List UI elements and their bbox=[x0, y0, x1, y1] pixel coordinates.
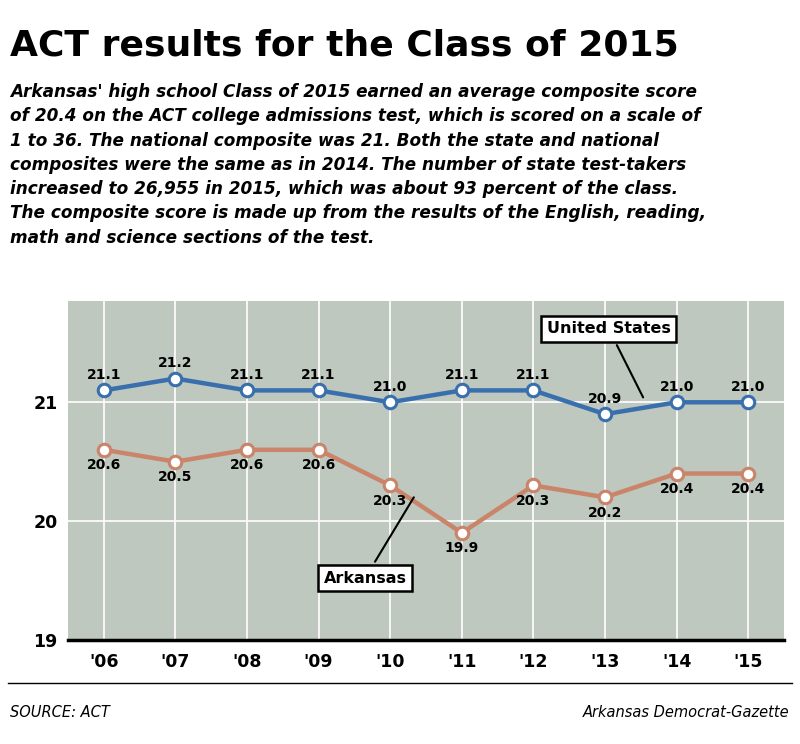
Text: 21.0: 21.0 bbox=[373, 380, 407, 394]
Text: 20.9: 20.9 bbox=[588, 392, 622, 405]
Text: SOURCE: ACT: SOURCE: ACT bbox=[10, 705, 110, 720]
Text: 21.0: 21.0 bbox=[731, 380, 766, 394]
Text: Arkansas Democrat-Gazette: Arkansas Democrat-Gazette bbox=[583, 705, 790, 720]
Text: 20.6: 20.6 bbox=[86, 458, 121, 472]
Text: 20.5: 20.5 bbox=[158, 470, 193, 484]
Text: 20.4: 20.4 bbox=[731, 482, 766, 496]
Text: ACT results for the Class of 2015: ACT results for the Class of 2015 bbox=[10, 28, 679, 62]
Text: Arkansas' high school Class of 2015 earned an average composite score
of 20.4 on: Arkansas' high school Class of 2015 earn… bbox=[10, 83, 706, 247]
Text: Arkansas: Arkansas bbox=[324, 497, 414, 586]
Text: 21.1: 21.1 bbox=[230, 368, 264, 382]
Text: 20.3: 20.3 bbox=[373, 494, 407, 507]
Text: 21.0: 21.0 bbox=[659, 380, 694, 394]
Text: 19.9: 19.9 bbox=[445, 541, 479, 555]
Text: 20.6: 20.6 bbox=[302, 458, 336, 472]
Text: 20.2: 20.2 bbox=[588, 506, 622, 519]
Text: 21.1: 21.1 bbox=[302, 368, 336, 382]
Text: 21.1: 21.1 bbox=[516, 368, 550, 382]
Text: 20.6: 20.6 bbox=[230, 458, 264, 472]
Text: 21.2: 21.2 bbox=[158, 356, 193, 371]
Text: 20.4: 20.4 bbox=[659, 482, 694, 496]
Text: 20.3: 20.3 bbox=[516, 494, 550, 507]
Text: 21.1: 21.1 bbox=[445, 368, 479, 382]
Text: 21.1: 21.1 bbox=[86, 368, 121, 382]
Text: United States: United States bbox=[546, 321, 670, 397]
